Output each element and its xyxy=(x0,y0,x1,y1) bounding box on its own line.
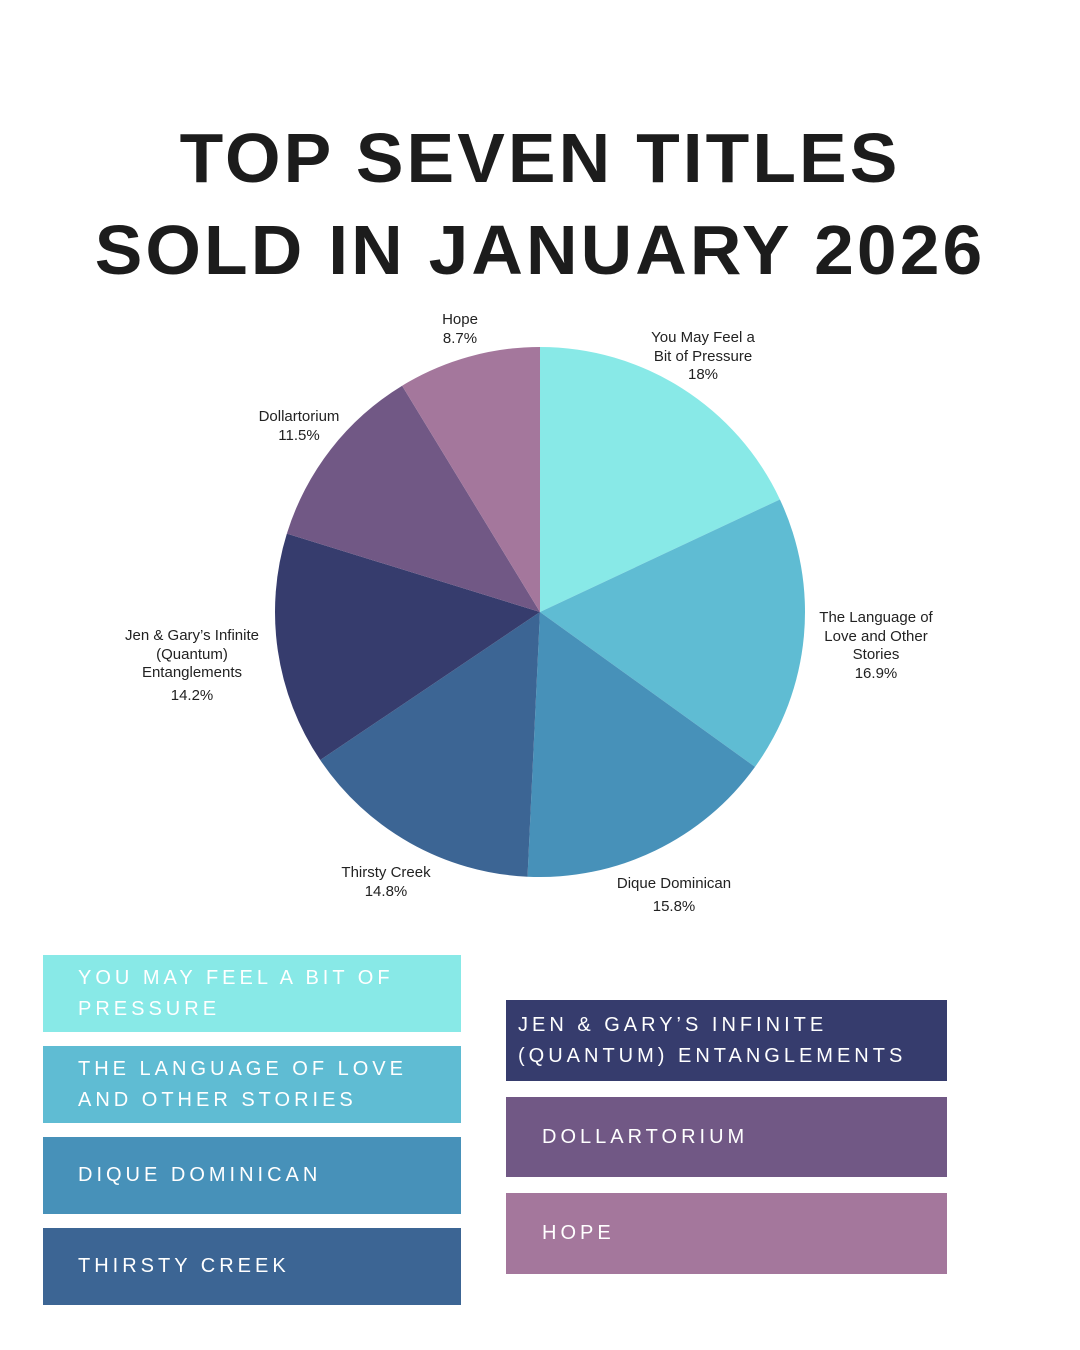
slice-name: The Language of xyxy=(819,609,933,626)
legend-label: YOU MAY FEEL A BIT OF PRESSURE xyxy=(78,966,394,1020)
slice-label: Dollartorium 11.5% xyxy=(259,408,340,445)
legend-label: HOPE xyxy=(542,1222,615,1244)
slice-name: Dollartorium xyxy=(258,408,340,425)
slice-percent: 14.2% xyxy=(170,686,214,704)
legend-item: HOPE xyxy=(506,1193,947,1274)
legend-item: THE LANGUAGE OF LOVE AND OTHER STORIES xyxy=(43,1046,461,1123)
slice-label: Jen & Gary’s Infinite (Quantum) Entangleme… xyxy=(125,627,259,705)
slice-name: You May Feel a xyxy=(651,329,755,346)
slice-label: Thirsty Creek 14.8% xyxy=(341,864,430,901)
slice-name: Love and Other xyxy=(824,627,928,645)
slice-label: Hope 8.7% xyxy=(442,311,478,348)
legend-item: DOLLARTORIUM xyxy=(506,1097,947,1177)
slice-percent: 18% xyxy=(687,366,719,383)
slice-percent: 15.8% xyxy=(652,897,696,915)
pie-slice xyxy=(540,499,806,767)
legend-item: DIQUE DOMINICAN xyxy=(43,1137,461,1214)
slice-name: Dique Dominican xyxy=(616,875,732,892)
slice-percent: 11.5% xyxy=(278,426,320,444)
page-title: TOP SEVEN TITLES SOLD IN JANUARY 2026 xyxy=(0,112,1080,296)
pie-slice xyxy=(274,533,540,761)
slice-label: You May Feel a Bit of Pressure 18% xyxy=(651,329,755,385)
legend-label: DIQUE DOMINICAN xyxy=(78,1164,322,1186)
title-line-2: SOLD IN JANUARY 2026 xyxy=(94,211,986,289)
slice-name: (Quantum) xyxy=(156,645,228,663)
pie-slice xyxy=(527,612,756,877)
slice-label: Dique Dominican 15.8% xyxy=(617,875,731,916)
pie-slice xyxy=(402,347,540,612)
slice-percent: 16.9% xyxy=(854,664,898,682)
slice-percent: 8.7% xyxy=(442,329,478,347)
legend-label: THE LANGUAGE OF LOVE AND OTHER STORIES xyxy=(78,1057,407,1111)
legend-item: THIRSTY CREEK xyxy=(43,1228,461,1305)
slice-name: Entanglements xyxy=(141,664,243,681)
slice-name: Jen & Gary’s Infinite xyxy=(125,627,259,644)
legend-label: JEN & GARY’S INFINITE (QUANTUM) ENTANGLE… xyxy=(518,1013,907,1067)
title-line-1: TOP SEVEN TITLES xyxy=(179,119,901,197)
slice-percent: 14.8% xyxy=(364,882,408,900)
legend-item: YOU MAY FEEL A BIT OF PRESSURE xyxy=(43,955,461,1032)
legend-label: THIRSTY CREEK xyxy=(78,1255,290,1277)
slice-name: Hope xyxy=(442,311,478,328)
slice-name: Thirsty Creek xyxy=(341,864,431,881)
legend-item: JEN & GARY’S INFINITE (QUANTUM) ENTANGLE… xyxy=(506,1000,947,1081)
slice-label: The Language of Love and Other Stories 16.9… xyxy=(819,609,932,683)
pie-slice xyxy=(320,612,540,877)
legend-label: DOLLARTORIUM xyxy=(542,1125,749,1148)
pie-slice xyxy=(540,347,780,612)
pie-slice xyxy=(286,385,540,612)
slice-name: Bit of Pressure xyxy=(653,347,753,365)
slice-name: Stories xyxy=(852,646,900,663)
